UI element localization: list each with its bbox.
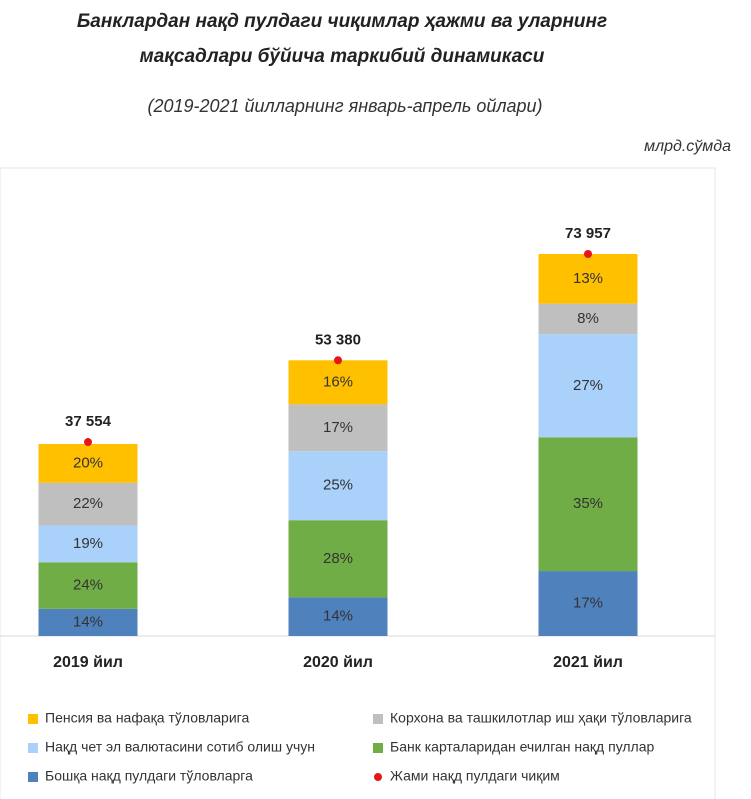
- value-label: 28%: [323, 550, 353, 567]
- value-label: 14%: [73, 613, 103, 630]
- legend-label: Корхона ва ташкилотлар иш ҳақи тўловлари…: [390, 710, 692, 726]
- x-tick-label: 2021 йил: [553, 654, 623, 671]
- value-label: 24%: [73, 577, 103, 594]
- value-label: 25%: [323, 477, 353, 494]
- bar-segment: [288, 597, 388, 636]
- value-label: 35%: [573, 495, 603, 512]
- legend-label: Банк карталаридан ечилган нақд пуллар: [390, 739, 655, 755]
- unit-label: млрд.сўмда: [644, 138, 731, 155]
- bar-segment: [538, 254, 638, 304]
- legend-marker: [373, 714, 383, 724]
- total-marker: [334, 356, 342, 365]
- total-marker: [84, 438, 92, 447]
- bar-segment: [288, 360, 388, 405]
- value-label: 27%: [573, 377, 603, 394]
- value-label: 14%: [323, 608, 353, 625]
- value-label: 13%: [573, 270, 603, 287]
- bar-segment: [538, 571, 638, 636]
- total-label: 73 957: [565, 225, 611, 242]
- chart-title: мақсадлари бўйича таркибий динамикаси: [140, 46, 545, 67]
- legend-marker: [28, 714, 38, 724]
- bar-segment: [538, 437, 638, 572]
- value-label: 20%: [73, 454, 103, 471]
- bar-segment: [288, 520, 388, 598]
- value-label: 16%: [323, 373, 353, 390]
- bar-segment: [38, 482, 138, 526]
- x-tick-label: 2019 йил: [53, 654, 123, 671]
- legend-label: Жами нақд пулдаги чиқим: [390, 768, 560, 784]
- chart-title: Банклардан нақд пулдаги чиқимлар ҳажми в…: [77, 11, 607, 32]
- value-label: 17%: [323, 419, 353, 436]
- bar-segment: [38, 608, 138, 636]
- legend-marker: [373, 743, 383, 753]
- x-tick-label: 2020 йил: [303, 654, 373, 671]
- bar-segment: [38, 525, 138, 563]
- legend-label: Бошқа нақд пулдаги тўловларга: [45, 768, 253, 784]
- value-label: 19%: [73, 535, 103, 552]
- legend-marker: [28, 743, 38, 753]
- value-label: 22%: [73, 495, 103, 512]
- bar-segment: [288, 451, 388, 521]
- legend-marker: [28, 772, 38, 782]
- bar-segment: [538, 303, 638, 335]
- bar-segment: [38, 443, 138, 483]
- value-label: 17%: [573, 594, 603, 611]
- legend-label: Пенсия ва нафақа тўловларига: [45, 710, 249, 726]
- value-label: 8%: [577, 310, 599, 327]
- legend-label: Нақд чет эл валютасини сотиб олиш учун: [45, 739, 315, 755]
- chart-subtitle: (2019-2021 йилларнинг январь-апрель ойла…: [147, 96, 542, 116]
- legend-marker: [374, 773, 382, 781]
- total-label: 53 380: [315, 331, 361, 348]
- bar-segment: [288, 404, 388, 452]
- plot-frame: [0, 167, 716, 799]
- bar-segment: [538, 334, 638, 438]
- total-label: 37 554: [65, 413, 112, 430]
- bar-segment: [38, 562, 138, 609]
- total-marker: [584, 250, 592, 258]
